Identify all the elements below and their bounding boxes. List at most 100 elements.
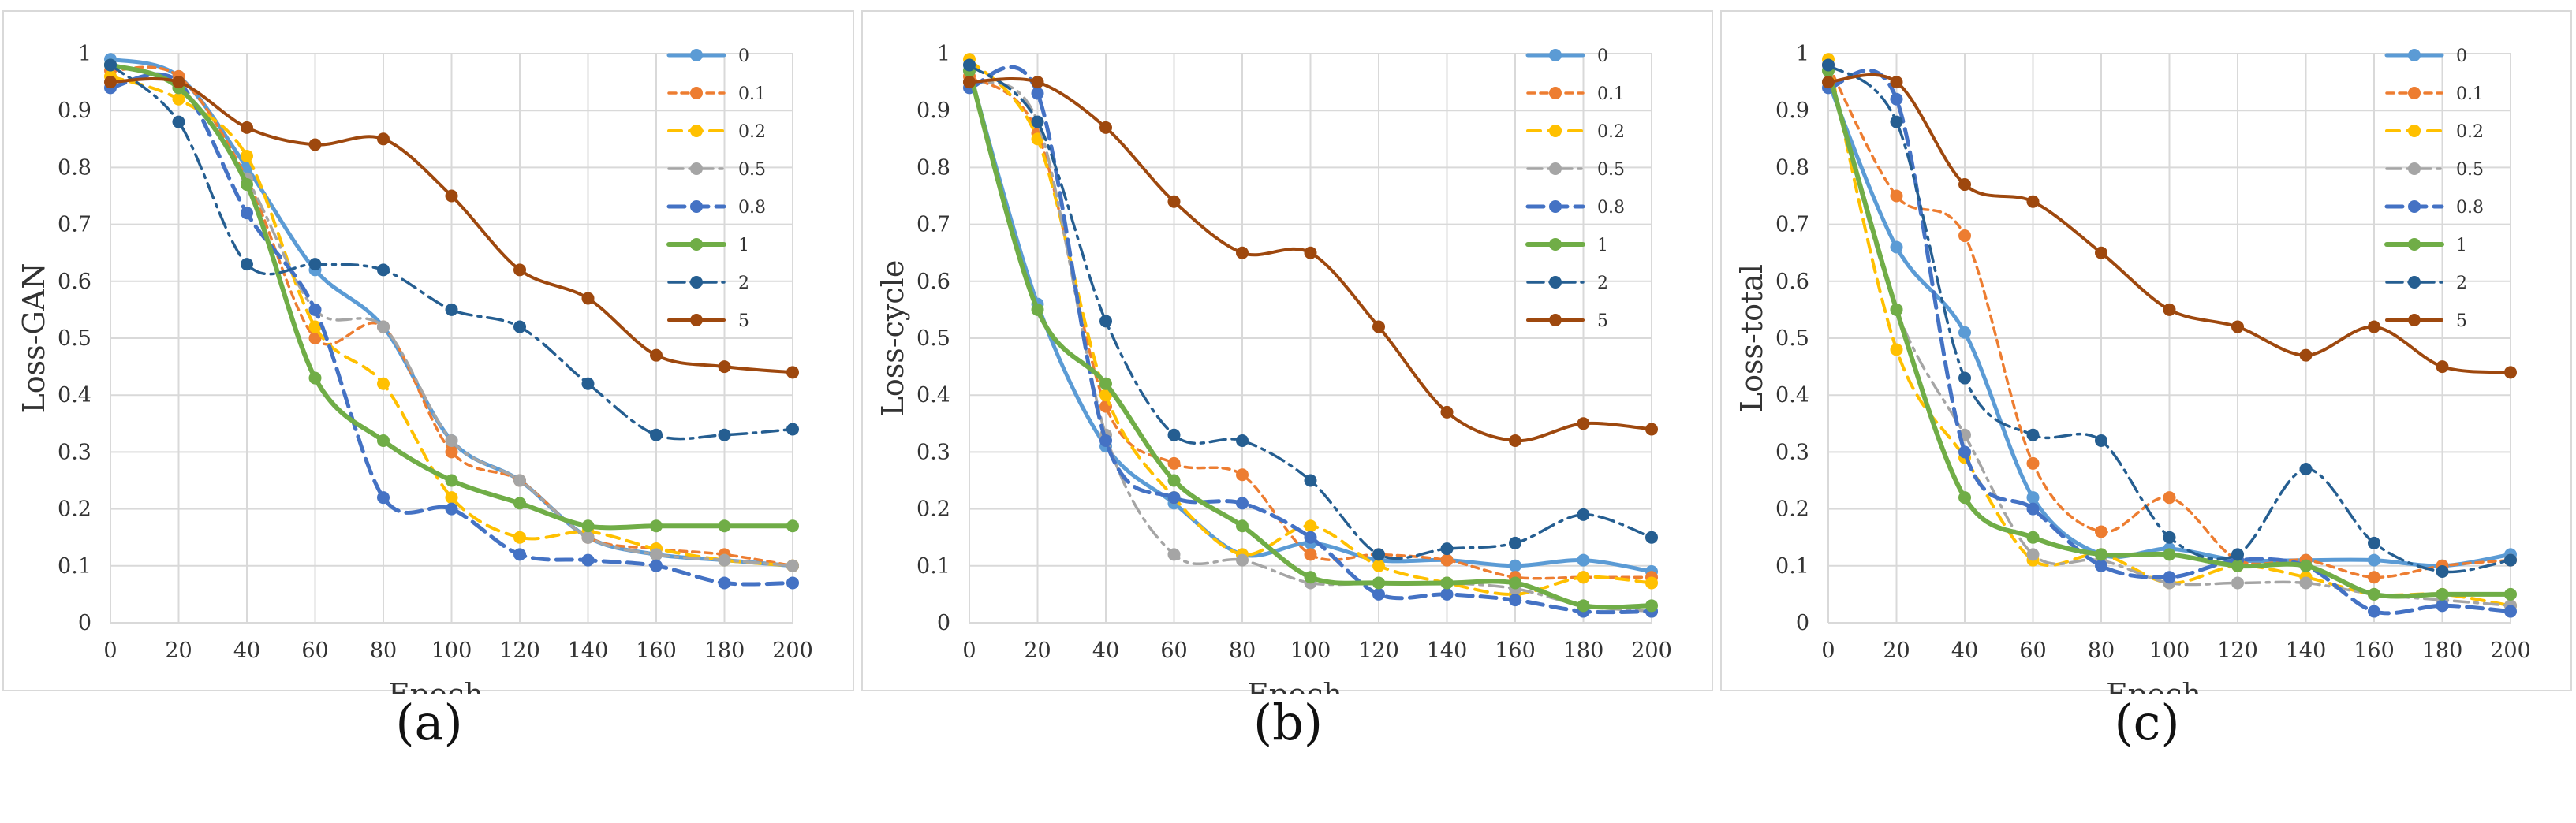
- data-point: [718, 519, 731, 533]
- data-point: [2436, 599, 2449, 613]
- legend-label: 0.1: [2456, 84, 2484, 104]
- legend-entry-2: 2: [2385, 274, 2467, 293]
- x-tick-label: 180: [704, 639, 745, 663]
- data-point: [2231, 576, 2244, 590]
- legend-swatch-marker: [2408, 162, 2421, 175]
- legend-label: 0.1: [738, 84, 766, 104]
- x-tick-label: 20: [1883, 639, 1910, 663]
- data-point: [718, 360, 731, 374]
- data-point: [2095, 559, 2107, 572]
- data-point: [1236, 497, 1249, 510]
- data-point: [1167, 428, 1181, 441]
- data-point: [1236, 519, 1249, 533]
- legend-label: 2: [2456, 274, 2467, 293]
- legend-label: 2: [1597, 274, 1608, 293]
- legend-entry-1: 1: [666, 236, 749, 255]
- legend-swatch-marker: [690, 314, 703, 326]
- y-tick-label: 0: [78, 611, 91, 635]
- data-point: [445, 491, 458, 505]
- legend-entry-0.5: 0.5: [2385, 160, 2484, 180]
- data-point: [1890, 189, 1903, 203]
- y-tick-label: 0.6: [917, 270, 950, 294]
- data-point: [786, 423, 799, 436]
- data-point: [2163, 548, 2176, 561]
- data-point: [2095, 246, 2107, 259]
- data-point: [445, 189, 458, 203]
- data-point: [104, 58, 117, 72]
- series-line: [109, 74, 794, 568]
- data-point: [650, 519, 663, 533]
- data-point: [786, 559, 799, 572]
- data-point: [241, 207, 253, 220]
- data-point: [1099, 434, 1112, 447]
- legend-label: 0: [1597, 47, 1608, 66]
- data-point: [1440, 542, 1454, 556]
- legend-entry-0.8: 0.8: [1525, 198, 1625, 218]
- panel-caption-c: (c): [2114, 694, 2180, 751]
- data-point: [1372, 587, 1385, 601]
- data-point: [650, 548, 663, 561]
- y-tick-label: 0.5: [917, 326, 950, 351]
- legend-entry-5: 5: [667, 311, 749, 331]
- data-point: [513, 263, 526, 277]
- data-point: [377, 320, 390, 333]
- chart-frame: [2, 10, 854, 691]
- data-point: [1304, 531, 1317, 544]
- series-line: [1827, 63, 2512, 579]
- legend-swatch-marker: [1549, 49, 1562, 61]
- legend-entry-0.5: 0.5: [667, 160, 766, 180]
- data-point: [1577, 599, 1590, 613]
- data-point: [513, 548, 526, 561]
- data-point: [1031, 76, 1044, 89]
- y-tick-label: 0.9: [1775, 99, 1809, 123]
- data-point: [241, 121, 253, 134]
- legend-swatch-marker: [2408, 87, 2421, 99]
- data-point: [377, 132, 390, 146]
- data-point: [1167, 195, 1181, 208]
- x-tick-label: 80: [370, 639, 397, 663]
- y-tick-label: 0: [937, 611, 950, 635]
- series-5: [963, 76, 1658, 447]
- data-point: [1577, 553, 1590, 567]
- data-point: [377, 377, 390, 390]
- panel-caption-b: (b): [1253, 694, 1323, 751]
- legend-label: 0.8: [738, 198, 766, 218]
- data-point: [963, 58, 976, 72]
- legend-label: 1: [1597, 236, 1608, 255]
- data-point: [2504, 605, 2517, 618]
- y-tick-label: 1: [78, 42, 91, 66]
- legend-swatch-marker: [690, 200, 703, 213]
- data-point: [2026, 456, 2040, 470]
- legend-entry-0.1: 0.1: [1526, 84, 1625, 104]
- y-tick-label: 0.9: [58, 99, 91, 123]
- data-point: [2231, 559, 2244, 572]
- y-tick-label: 0.7: [917, 213, 950, 237]
- data-point: [1890, 343, 1903, 356]
- series-5: [104, 76, 799, 379]
- data-point: [377, 434, 390, 447]
- data-point: [2368, 571, 2380, 584]
- data-point: [308, 320, 322, 333]
- data-point: [2299, 559, 2313, 572]
- legend-label: 0.2: [738, 122, 766, 142]
- legend-swatch-marker: [2408, 200, 2421, 213]
- legend-label: 0.1: [1597, 84, 1625, 104]
- y-tick-label: 0.1: [58, 554, 91, 579]
- data-point: [581, 519, 595, 533]
- x-tick-label: 160: [1495, 639, 1536, 663]
- y-tick-label: 0.4: [58, 383, 91, 408]
- data-point: [2026, 548, 2040, 561]
- data-point: [1645, 576, 1658, 590]
- loss-gan-chart: 00.10.20.30.40.50.60.70.80.910 20 40 60 80 10…: [2, 10, 854, 694]
- data-point: [1372, 576, 1385, 590]
- data-point: [1890, 115, 1903, 128]
- legend-swatch-marker: [2408, 238, 2421, 251]
- x-tick-label: 120: [499, 639, 540, 663]
- legend-entry-0.2: 0.2: [1526, 122, 1625, 142]
- data-point: [718, 428, 731, 441]
- loss-total-chart: 00.10.20.30.40.50.60.70.80.910 20 40 60 80 10…: [1720, 10, 2572, 694]
- data-point: [2299, 576, 2313, 590]
- legend-swatch-marker: [2408, 314, 2421, 326]
- data-point: [2026, 491, 2040, 505]
- y-tick-label: 0.4: [917, 383, 950, 408]
